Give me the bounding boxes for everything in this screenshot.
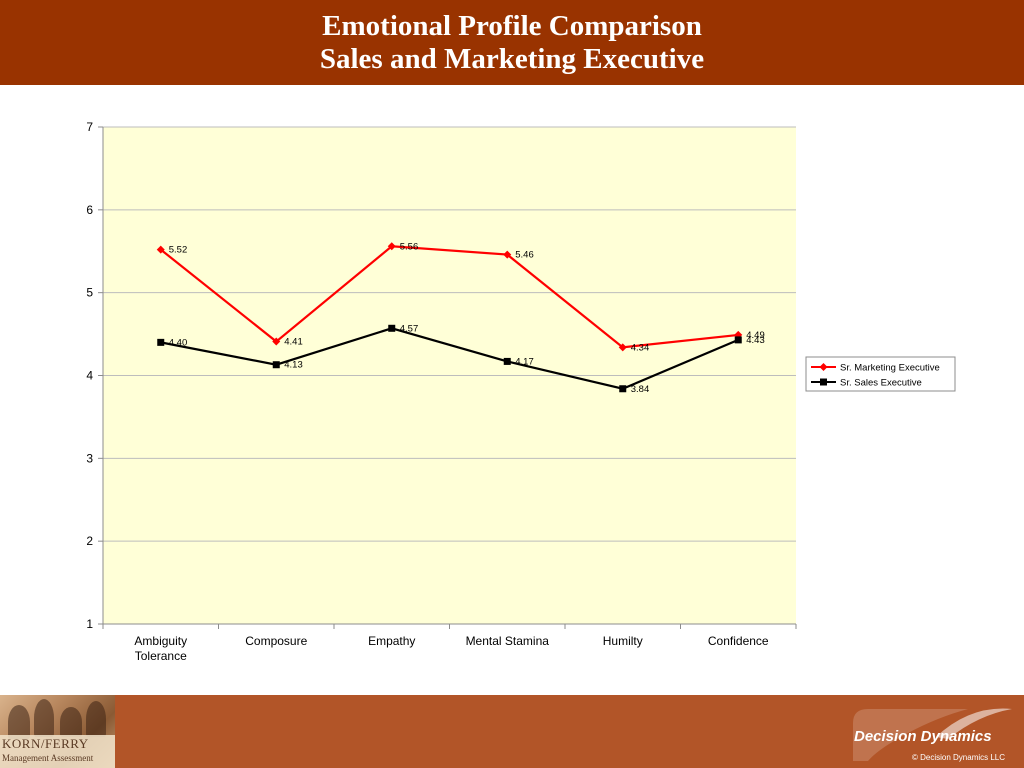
data-label: 4.43 <box>746 335 765 346</box>
line-chart: 1 2 3 4 5 6 7 Ambiguity Tolerance Composure Empath… <box>86 120 956 663</box>
data-label: 4.49 <box>746 330 765 341</box>
y-tick-label: 3 <box>86 451 93 465</box>
decision-dynamics-swoosh-icon <box>853 708 1012 761</box>
y-tick-label: 4 <box>86 369 93 383</box>
data-point <box>387 242 396 251</box>
y-tick-label: 6 <box>86 203 93 217</box>
data-label: 4.34 <box>631 342 650 353</box>
data-label: 5.56 <box>400 241 419 252</box>
x-tick-label: Composure <box>245 634 307 648</box>
x-tick-label: Empathy <box>368 634 415 648</box>
data-point <box>272 337 281 346</box>
legend-swatch-marker <box>820 378 827 386</box>
legend-box <box>805 356 956 392</box>
legend-label: Sr. Marketing Executive <box>840 363 940 374</box>
gridlines <box>103 126 796 542</box>
axes: 1 2 3 4 5 6 7 Ambiguity Tolerance Composure Empath… <box>86 120 797 663</box>
data-label: 5.46 <box>515 250 534 261</box>
slide-title-line2: Sales and Marketing Executive <box>319 42 705 75</box>
title-bar: Emotional Profile Comparison Sales and M… <box>0 0 1024 85</box>
series-line <box>160 327 739 390</box>
data-point <box>157 338 165 346</box>
data-label: 4.57 <box>400 323 419 334</box>
y-tick-label: 1 <box>86 617 93 631</box>
x-tick-label: Ambiguity Tolerance <box>134 634 187 663</box>
data-point <box>503 250 512 259</box>
x-tick-label: Humilty <box>603 634 643 648</box>
y-tick-label: 7 <box>86 120 93 134</box>
series-group: 5.52 4.41 5.56 5.46 4.34 4.49 4.40 4.13 4.57 4.17… <box>156 241 765 395</box>
x-tick-label: Confidence <box>708 634 769 648</box>
korn-ferry-logo-photo: KORN/FERRY Management Assessment <box>0 695 115 768</box>
data-point <box>734 336 742 344</box>
slide-title-line1: Emotional Profile Comparison <box>322 9 702 42</box>
decision-dynamics-logo-text: Decision Dynamics <box>854 728 992 745</box>
korn-ferry-logo-subtext: Management Assessment <box>2 753 94 763</box>
y-tick-label: 2 <box>86 534 93 548</box>
x-tick-label: Mental Stamina <box>466 634 550 648</box>
data-label: 4.41 <box>284 337 303 348</box>
data-label: 3.84 <box>631 384 650 395</box>
data-label: 4.40 <box>169 337 188 348</box>
data-point <box>388 324 396 332</box>
data-label: 5.52 <box>169 245 188 256</box>
data-point <box>618 343 627 352</box>
korn-ferry-logo-text: KORN/FERRY <box>2 736 89 751</box>
data-point <box>734 330 743 339</box>
legend-swatch-marker <box>819 363 828 371</box>
legend-label: Sr. Sales Executive <box>840 378 922 389</box>
series-line <box>160 245 739 349</box>
copyright-text: © Decision Dynamics LLC <box>912 753 1006 762</box>
data-label: 4.13 <box>284 360 303 371</box>
footer: KORN/FERRY Management Assessment Decisio… <box>0 695 1024 768</box>
data-point <box>272 361 280 369</box>
data-label: 4.17 <box>515 356 534 367</box>
data-point <box>503 357 511 365</box>
y-tick-label: 5 <box>86 286 93 300</box>
data-point <box>156 245 165 254</box>
data-point <box>619 385 627 393</box>
legend: Sr. Marketing Executive Sr. Sales Executi… <box>805 356 956 392</box>
